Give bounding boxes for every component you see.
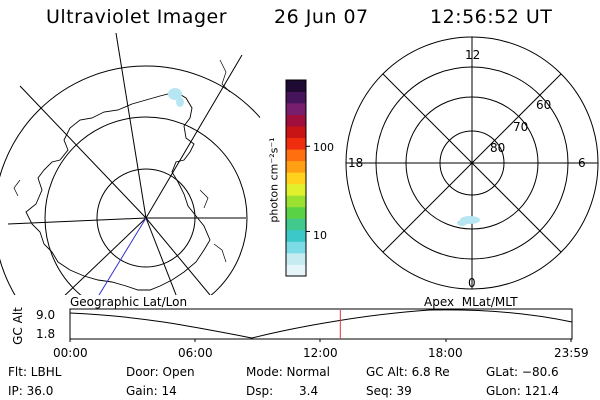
colorbar-frame: [285, 79, 307, 277]
mlat-label-70: 70: [513, 120, 529, 134]
geo-panel-label: Geographic Lat/Lon: [70, 295, 188, 309]
timeline-plot: [69, 308, 573, 342]
timeline-xtick-4: 23:59: [554, 346, 589, 360]
colorbar-tick-100: 100: [313, 141, 334, 154]
mlat-label-60: 60: [536, 98, 552, 112]
timeline-ylabel: GC Alt: [11, 307, 25, 345]
colorbar-swatch: [286, 103, 306, 115]
timeline-xtick-2: 12:00: [303, 346, 338, 360]
aurora-spot-geo: [168, 88, 184, 107]
colorbar-swatch: [286, 137, 306, 150]
coastline-detail: [13, 59, 231, 263]
colorbar-swatch: [286, 80, 306, 92]
lat-circle-outer: [0, 65, 260, 295]
colorbar-swatch: [286, 149, 306, 162]
trajectory-line: [98, 217, 147, 295]
geographic-map: [0, 33, 260, 295]
lat-circle-mid: [44, 116, 248, 295]
colorbar-swatch: [286, 264, 306, 277]
mlt-diag-2: [382, 73, 562, 253]
polar-panel-label: Apex MLat/MLT: [424, 295, 518, 309]
altitude-curve: [69, 309, 573, 339]
timeline-frame: [69, 308, 573, 340]
glat-info: GLat: −80.6: [486, 365, 559, 379]
colorbar-swatch: [286, 160, 306, 173]
colorbar-swatch: [286, 252, 306, 265]
mlt-label-18: 18: [348, 156, 364, 170]
colorbar-swatch: [286, 126, 306, 139]
colorbar-swatch: [286, 183, 306, 196]
glon-info: GLon: 121.4: [486, 384, 559, 398]
filter-info: Flt: LBHL: [8, 365, 62, 379]
polar-plot: [345, 36, 599, 290]
mlt-label-12: 12: [465, 48, 481, 62]
seq-info: Seq: 39: [366, 384, 412, 398]
instrument-title: Ultraviolet Imager: [46, 6, 228, 28]
timeline-ytick-top: 9.0: [36, 308, 56, 322]
door-info: Door: Open: [126, 365, 195, 379]
colorbar-swatch: [286, 206, 306, 219]
timeline-xtick-3: 18:00: [428, 346, 463, 360]
ip-info: IP: 36.0: [8, 384, 54, 398]
colorbar-tick-10: 10: [313, 229, 327, 242]
colorbar-swatch: [286, 218, 306, 231]
mlt-label-6: 6: [578, 156, 586, 170]
mode-info: Mode: Normal: [246, 365, 330, 379]
timeline-ytick-bottom: 1.8: [36, 327, 56, 341]
colorbar-swatch: [286, 114, 306, 127]
colorbar-swatch: [286, 229, 306, 242]
colorbar-swatch: [286, 91, 306, 104]
colorbar-unit-label: photon cm⁻²s⁻¹: [267, 137, 281, 223]
colorbar: [285, 79, 310, 277]
continent-outline: [25, 91, 211, 291]
timeline-xtick-0: 00:00: [53, 346, 88, 360]
colorbar-swatch: [286, 241, 306, 254]
time-label: 12:56:52 UT: [430, 6, 553, 28]
timeline-ticks: [69, 339, 572, 342]
dsp-value: 3.4: [299, 384, 319, 398]
colorbar-swatch: [286, 195, 306, 208]
timeline-xtick-1: 06:00: [178, 346, 213, 360]
dsp-label: Dsp:: [246, 384, 274, 398]
gain-info: Gain: 14: [126, 384, 177, 398]
gc-alt-info: GC Alt: 6.8 Re: [366, 365, 450, 379]
aurora-spot-polar: [457, 216, 480, 226]
date-label: 26 Jun 07: [274, 6, 369, 28]
mlt-label-0: 0: [468, 276, 476, 290]
colorbar-swatch: [286, 172, 306, 185]
meridian-lines: [7, 33, 246, 295]
mlat-label-80: 80: [490, 141, 506, 155]
